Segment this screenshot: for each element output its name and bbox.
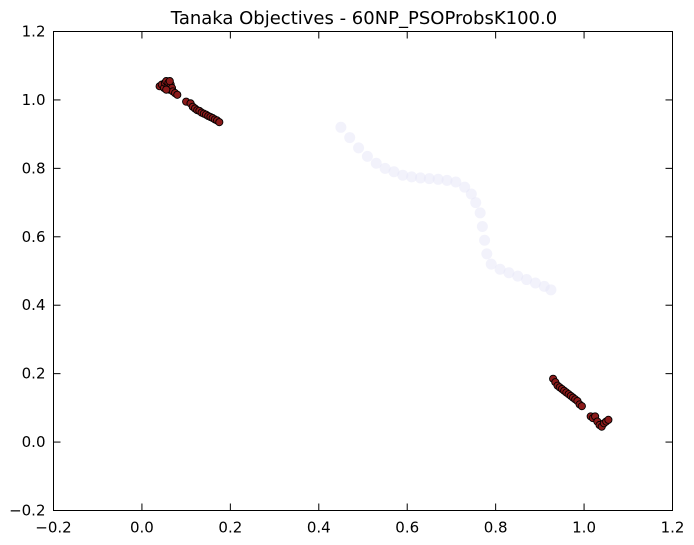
y-tick-label: 0.8 [22, 159, 46, 177]
front-point [379, 162, 391, 174]
front-point [479, 234, 491, 246]
x-tick-label: 0.0 [130, 519, 154, 537]
front-point [459, 181, 471, 193]
front-point [335, 121, 347, 133]
front-point [503, 267, 515, 279]
data-point [577, 402, 586, 411]
front-point [521, 274, 533, 286]
data-point [215, 118, 224, 127]
y-tick-label: 0.4 [22, 296, 46, 314]
front-point [423, 173, 435, 185]
axis-ticks: −0.2 0.0 0.2 0.4 0.6 0.8 1.0 1.2 −0.2 0.0 0.2 0.4 0.… [9, 23, 684, 537]
front-point [485, 258, 497, 270]
data-point [165, 77, 174, 86]
front-point [361, 150, 373, 162]
x-tick-label: 0.6 [395, 519, 419, 537]
front-point [465, 188, 477, 200]
y-tick-label: 1.2 [22, 23, 46, 41]
y-tick-label: −0.2 [9, 502, 45, 520]
y-tick-label: 0.2 [22, 365, 46, 383]
front-point [529, 277, 541, 289]
chart-title: Tanaka Objectives - 60NP_PSOProbsK100.0 [170, 8, 557, 29]
solutions-layer [155, 77, 613, 431]
front-point [344, 132, 356, 144]
data-point [604, 415, 613, 424]
y-tick-label: 0.6 [22, 228, 46, 246]
front-point [476, 221, 488, 233]
front-point [512, 270, 524, 282]
front-point [397, 169, 409, 181]
data-point [162, 85, 171, 94]
front-point [414, 172, 426, 184]
front-point [441, 174, 453, 186]
true-front-layer [335, 121, 557, 296]
y-tick-label: 0.0 [22, 433, 46, 451]
x-tick-label: 0.8 [484, 519, 508, 537]
front-point [470, 197, 482, 209]
front-point [494, 263, 506, 275]
front-point [545, 284, 557, 296]
front-point [450, 176, 462, 188]
x-tick-label: 1.2 [661, 519, 685, 537]
plot-area-frame [53, 31, 673, 511]
data-point [173, 90, 182, 99]
front-point [474, 207, 486, 219]
x-tick-label: 0.2 [218, 519, 242, 537]
front-point [353, 142, 365, 154]
front-point [388, 166, 400, 178]
x-tick-label: 0.4 [307, 519, 331, 537]
front-point [370, 157, 382, 169]
front-point [406, 171, 418, 183]
x-tick-label: −0.2 [35, 519, 71, 537]
front-point [432, 173, 444, 185]
x-tick-label: 1.0 [572, 519, 596, 537]
front-point [481, 248, 493, 260]
y-tick-label: 1.0 [22, 91, 46, 109]
